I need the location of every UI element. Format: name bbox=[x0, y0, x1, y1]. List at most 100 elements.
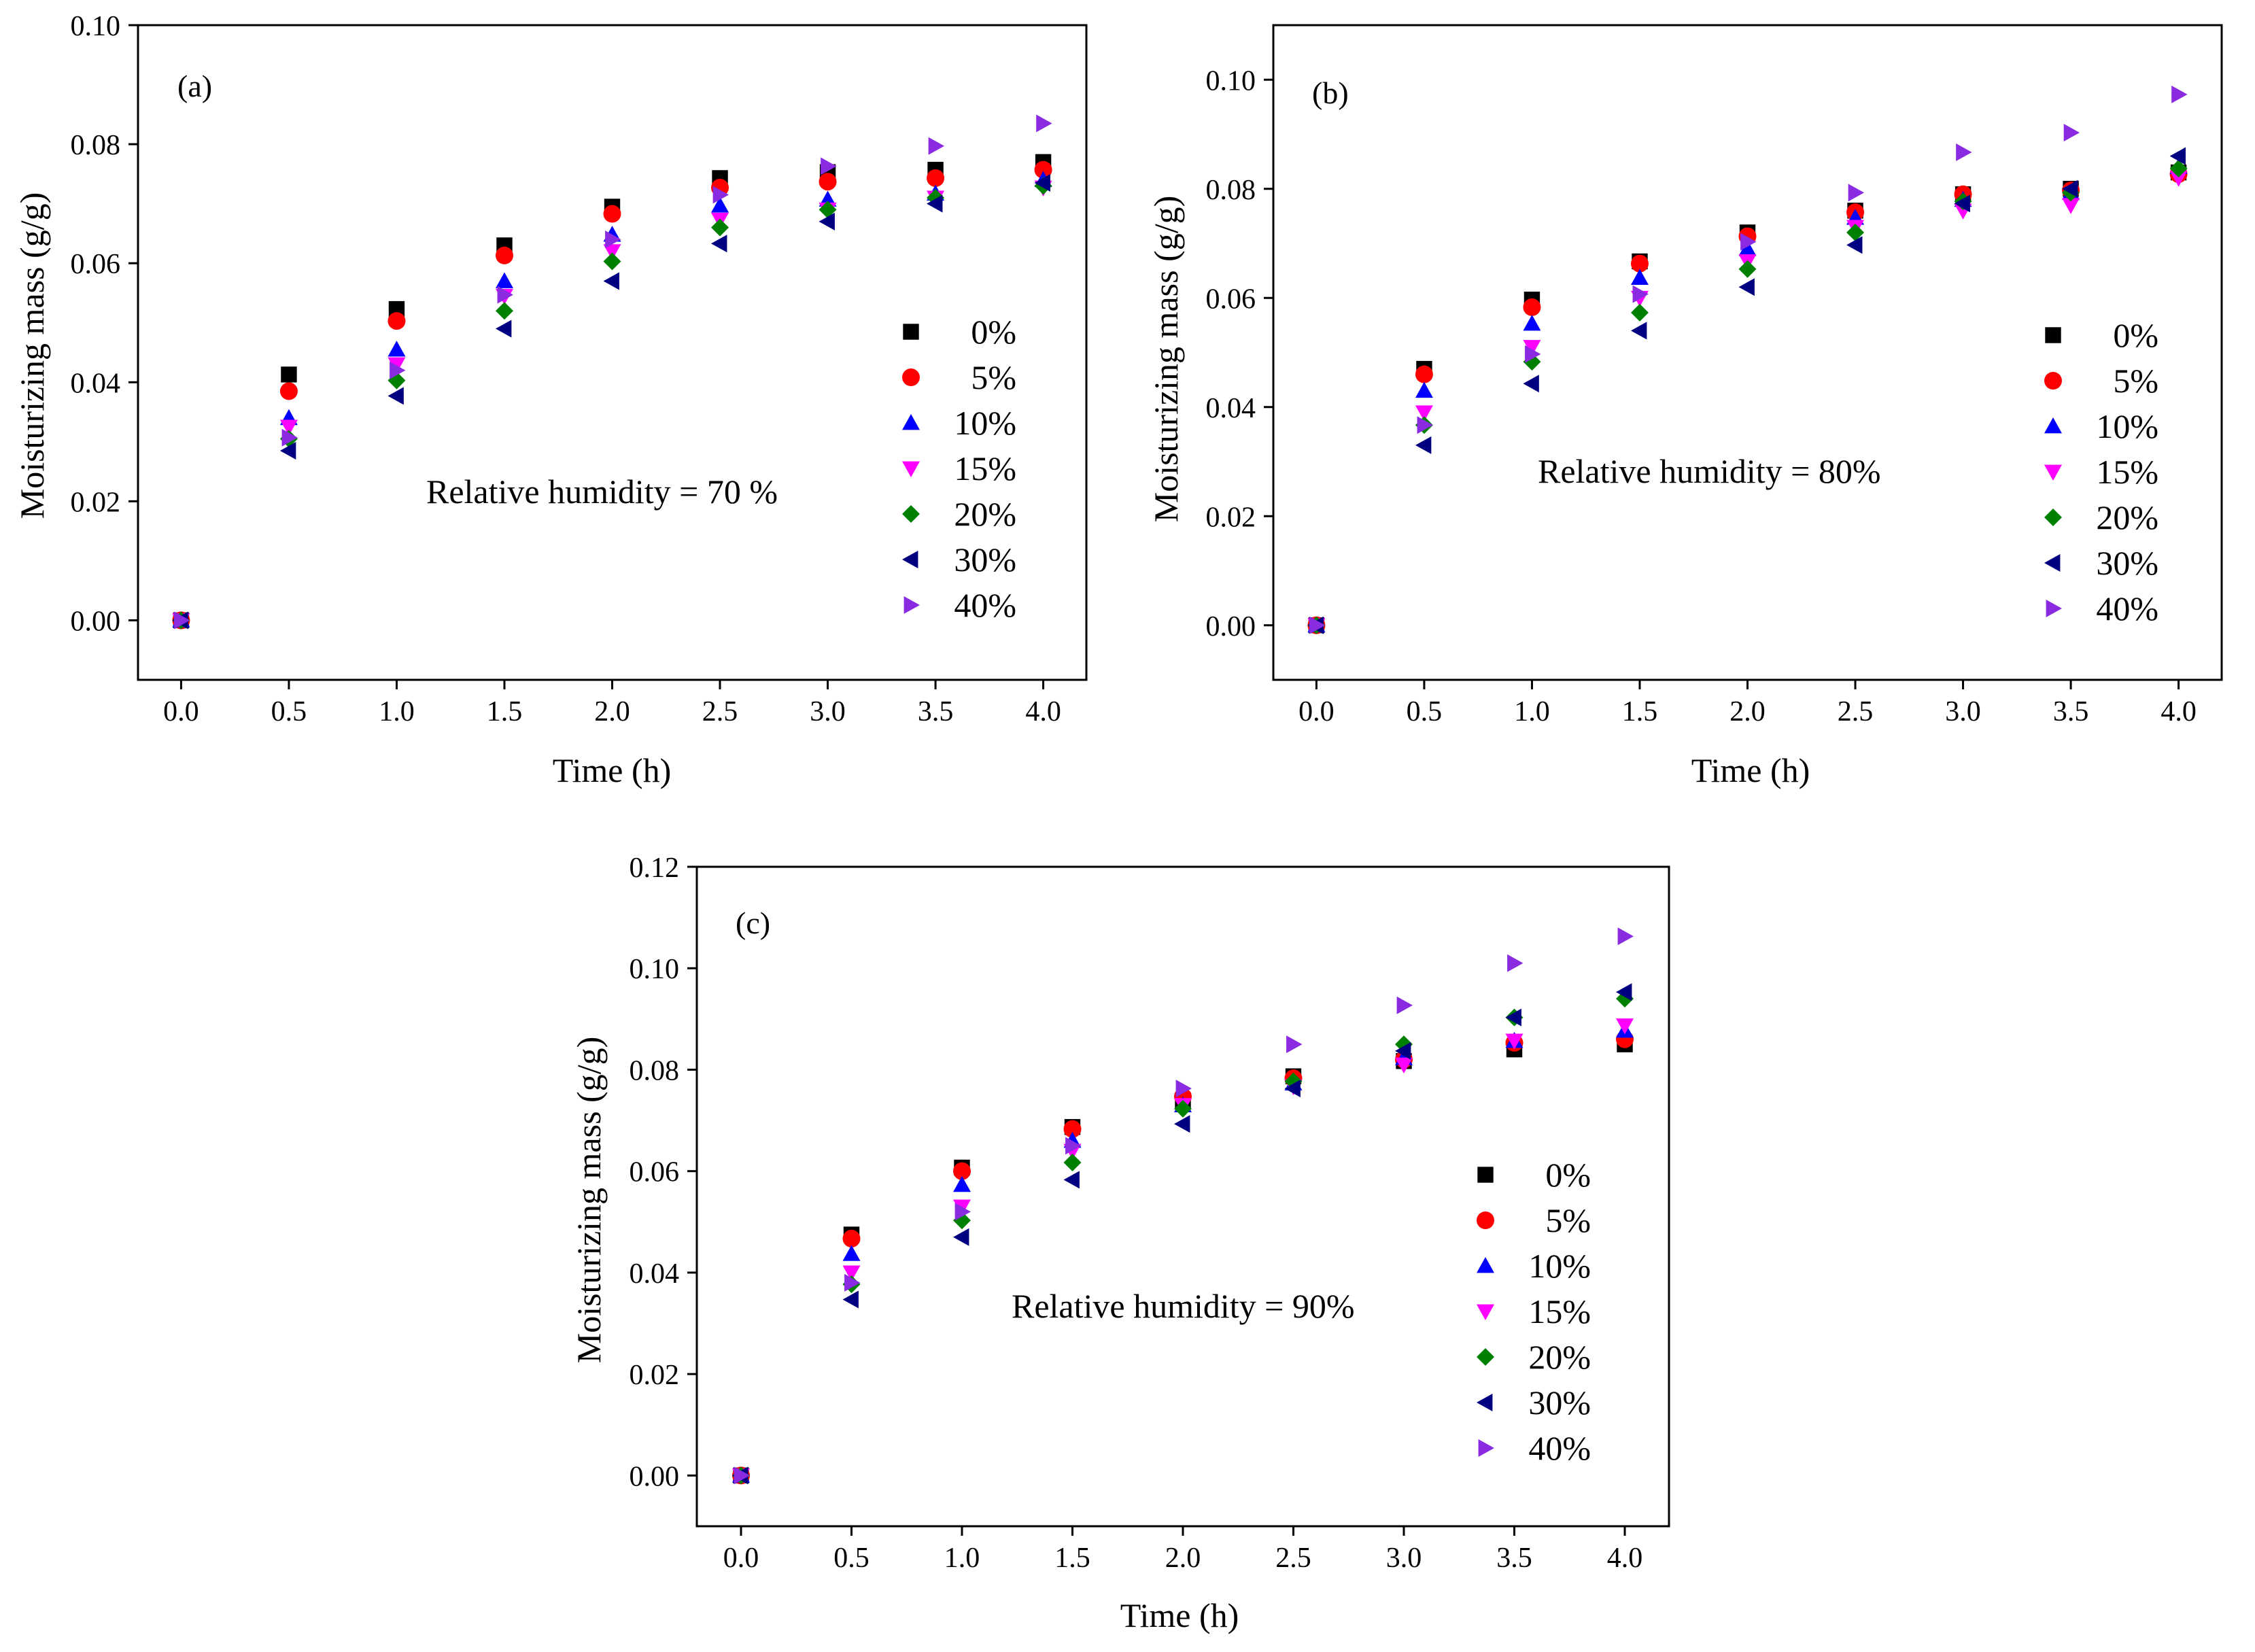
x-tick-label: 1.0 bbox=[379, 696, 415, 727]
data-point bbox=[1523, 298, 1541, 316]
legend-label: 15% bbox=[954, 449, 1016, 487]
data-point bbox=[1630, 254, 1649, 273]
data-point bbox=[1616, 983, 1632, 1001]
data-point bbox=[495, 246, 513, 264]
legend-marker bbox=[2044, 554, 2061, 572]
y-axis-title: Moisturizing mass (g/g) bbox=[13, 192, 51, 519]
data-point bbox=[1632, 285, 1649, 303]
data-point bbox=[388, 312, 406, 330]
x-tick-label: 0.0 bbox=[1298, 696, 1335, 727]
data-point bbox=[712, 186, 729, 204]
legend-label: 0% bbox=[1545, 1156, 1591, 1194]
x-tick-label: 2.0 bbox=[594, 696, 630, 727]
data-point bbox=[954, 1203, 971, 1221]
data-point bbox=[495, 272, 513, 288]
legend-marker bbox=[1477, 1257, 1494, 1273]
y-tick-label: 0.12 bbox=[630, 853, 680, 884]
legend-marker bbox=[902, 551, 918, 568]
legend-label: 0% bbox=[2113, 316, 2158, 354]
y-axis-title: Moisturizing mass (g/g) bbox=[1147, 196, 1185, 523]
data-point bbox=[1630, 322, 1647, 340]
data-point bbox=[2062, 198, 2080, 214]
legend-label: 10% bbox=[1528, 1247, 1591, 1285]
x-tick-label: 1.5 bbox=[1054, 1543, 1090, 1574]
legend-marker bbox=[1478, 1439, 1494, 1457]
data-point bbox=[388, 300, 405, 317]
legend-label: 10% bbox=[2096, 407, 2158, 445]
x-tick-label: 1.5 bbox=[1622, 696, 1658, 727]
x-tick-label: 2.5 bbox=[702, 696, 738, 727]
x-axis-title: Time (h) bbox=[553, 751, 672, 789]
annotation: Relative humidity = 80% bbox=[1538, 452, 1881, 490]
data-point bbox=[1415, 381, 1433, 398]
data-point bbox=[734, 1466, 750, 1485]
panel-label: (a) bbox=[177, 69, 212, 103]
data-point bbox=[279, 419, 298, 436]
legend-label: 15% bbox=[1528, 1292, 1591, 1330]
data-point bbox=[1740, 233, 1757, 251]
x-tick-label: 4.0 bbox=[1025, 696, 1061, 727]
legend-marker bbox=[1477, 1304, 1494, 1320]
panel-label: (c) bbox=[736, 906, 770, 940]
legend-marker bbox=[2044, 417, 2062, 434]
data-point bbox=[1954, 194, 1970, 213]
x-tick-label: 3.0 bbox=[1945, 696, 1981, 727]
x-tick-label: 3.0 bbox=[1386, 1543, 1422, 1574]
x-tick-label: 3.0 bbox=[810, 696, 846, 727]
data-point bbox=[953, 1162, 971, 1180]
data-point bbox=[2063, 124, 2080, 142]
data-point bbox=[711, 218, 729, 237]
y-tick-label: 0.06 bbox=[71, 249, 121, 280]
data-point bbox=[603, 205, 621, 223]
data-point bbox=[1065, 1137, 1082, 1155]
legend-marker bbox=[903, 324, 919, 340]
data-point bbox=[821, 157, 837, 175]
data-point bbox=[1063, 1120, 1082, 1138]
data-point bbox=[1630, 269, 1649, 285]
legend-label: 20% bbox=[954, 495, 1016, 533]
data-point bbox=[819, 212, 835, 230]
y-tick-label: 0.04 bbox=[71, 368, 121, 399]
legend-label: 30% bbox=[2096, 544, 2158, 582]
data-point bbox=[1034, 160, 1052, 179]
legend-marker bbox=[2044, 464, 2062, 481]
data-point bbox=[1284, 1080, 1301, 1098]
y-tick-label: 0.06 bbox=[630, 1157, 680, 1188]
x-tick-label: 4.0 bbox=[1607, 1543, 1643, 1574]
data-point bbox=[928, 137, 945, 155]
data-point bbox=[1505, 1008, 1521, 1027]
data-point bbox=[497, 286, 513, 304]
data-point bbox=[1616, 1018, 1634, 1035]
data-point bbox=[388, 357, 406, 374]
data-point bbox=[388, 387, 404, 405]
x-tick-label: 2.5 bbox=[1275, 1543, 1311, 1574]
legend-label: 40% bbox=[2096, 589, 2158, 627]
x-tick-label: 3.5 bbox=[918, 696, 954, 727]
y-tick-label: 0.10 bbox=[71, 11, 121, 42]
annotation: Relative humidity = 70 % bbox=[426, 472, 778, 511]
legend-marker bbox=[1477, 1348, 1494, 1366]
legend-label: 5% bbox=[1545, 1201, 1591, 1239]
data-point bbox=[603, 252, 621, 271]
data-point bbox=[819, 201, 837, 219]
x-tick-label: 0.5 bbox=[1407, 696, 1443, 727]
data-point bbox=[1846, 223, 1865, 241]
legend-label: 30% bbox=[1528, 1383, 1591, 1422]
data-point bbox=[1848, 184, 1865, 202]
y-tick-label: 0.10 bbox=[1206, 65, 1256, 97]
y-tick-label: 0.04 bbox=[1206, 393, 1256, 424]
data-point bbox=[1630, 303, 1649, 322]
x-tick-label: 3.5 bbox=[2053, 696, 2089, 727]
y-tick-label: 0.10 bbox=[630, 954, 680, 985]
y-tick-label: 0.04 bbox=[630, 1258, 680, 1290]
legend-label: 5% bbox=[2113, 362, 2158, 400]
x-tick-label: 0.5 bbox=[833, 1543, 870, 1574]
data-point bbox=[711, 235, 727, 253]
panel-a: (a) Relative humidity = 70 % Time (h) Mo… bbox=[13, 11, 1088, 789]
data-point bbox=[603, 244, 621, 260]
legend-marker bbox=[2045, 327, 2061, 343]
data-point bbox=[495, 302, 513, 320]
panel-b: (b) Relative humidity = 80% Time (h) Moi… bbox=[1147, 24, 2223, 789]
legend-label: 40% bbox=[954, 586, 1016, 624]
